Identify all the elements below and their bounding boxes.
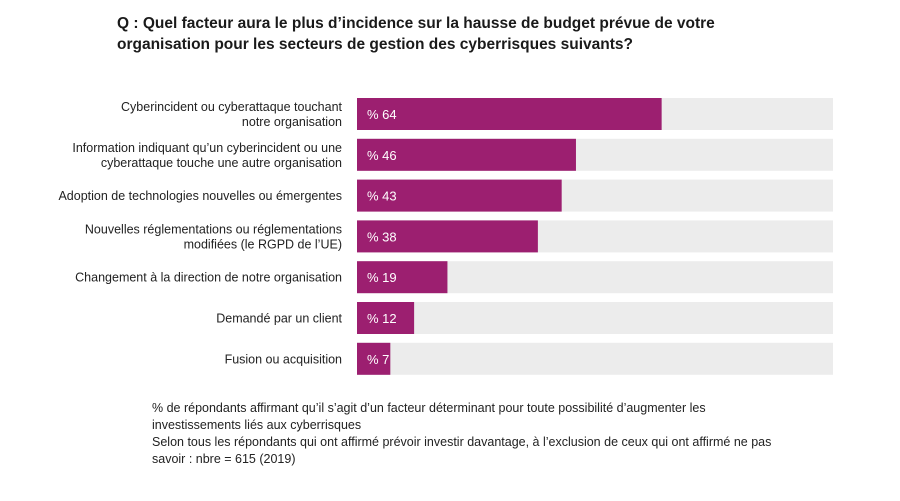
note-sample: Selon tous les répondants qui ont affirm… — [152, 435, 772, 466]
category-label: Fusion ou acquisition — [225, 352, 342, 366]
bar-value-label: % 64 — [367, 107, 397, 122]
bar-track — [357, 302, 833, 334]
bar — [357, 261, 448, 294]
chart-notes: % de répondants affirmant qu’il s’agit d… — [152, 400, 772, 468]
bar-value-label: % 19 — [367, 270, 397, 285]
category-label: Information indiquant qu’un cyberinciden… — [72, 141, 342, 170]
bar — [357, 302, 415, 334]
bar-track — [357, 342, 833, 375]
bar-value-label: % 43 — [367, 189, 397, 204]
category-label: Changement à la direction de notre organ… — [75, 271, 342, 285]
category-label: Demandé par un client — [216, 312, 342, 326]
chart-title: Q : Quel facteur aura le plus d’incidenc… — [117, 15, 715, 53]
bar — [357, 179, 562, 212]
bar-value-label: % 38 — [367, 229, 397, 244]
bar — [357, 138, 576, 171]
bar — [357, 220, 538, 253]
bar — [357, 98, 662, 130]
category-label: Cyberincident ou cyberattaque touchant no… — [121, 100, 343, 129]
bar-value-label: % 46 — [367, 148, 397, 163]
bar-value-label: % 12 — [367, 311, 397, 326]
category-label: Adoption de technologies nouvelles ou ém… — [58, 189, 342, 203]
category-label: Nouvelles réglementations ou réglementat… — [85, 222, 342, 251]
bar-value-label: % 7 — [367, 352, 389, 367]
note-definition: % de répondants affirmant qu’il s’agit d… — [152, 401, 706, 432]
bar — [357, 342, 391, 375]
